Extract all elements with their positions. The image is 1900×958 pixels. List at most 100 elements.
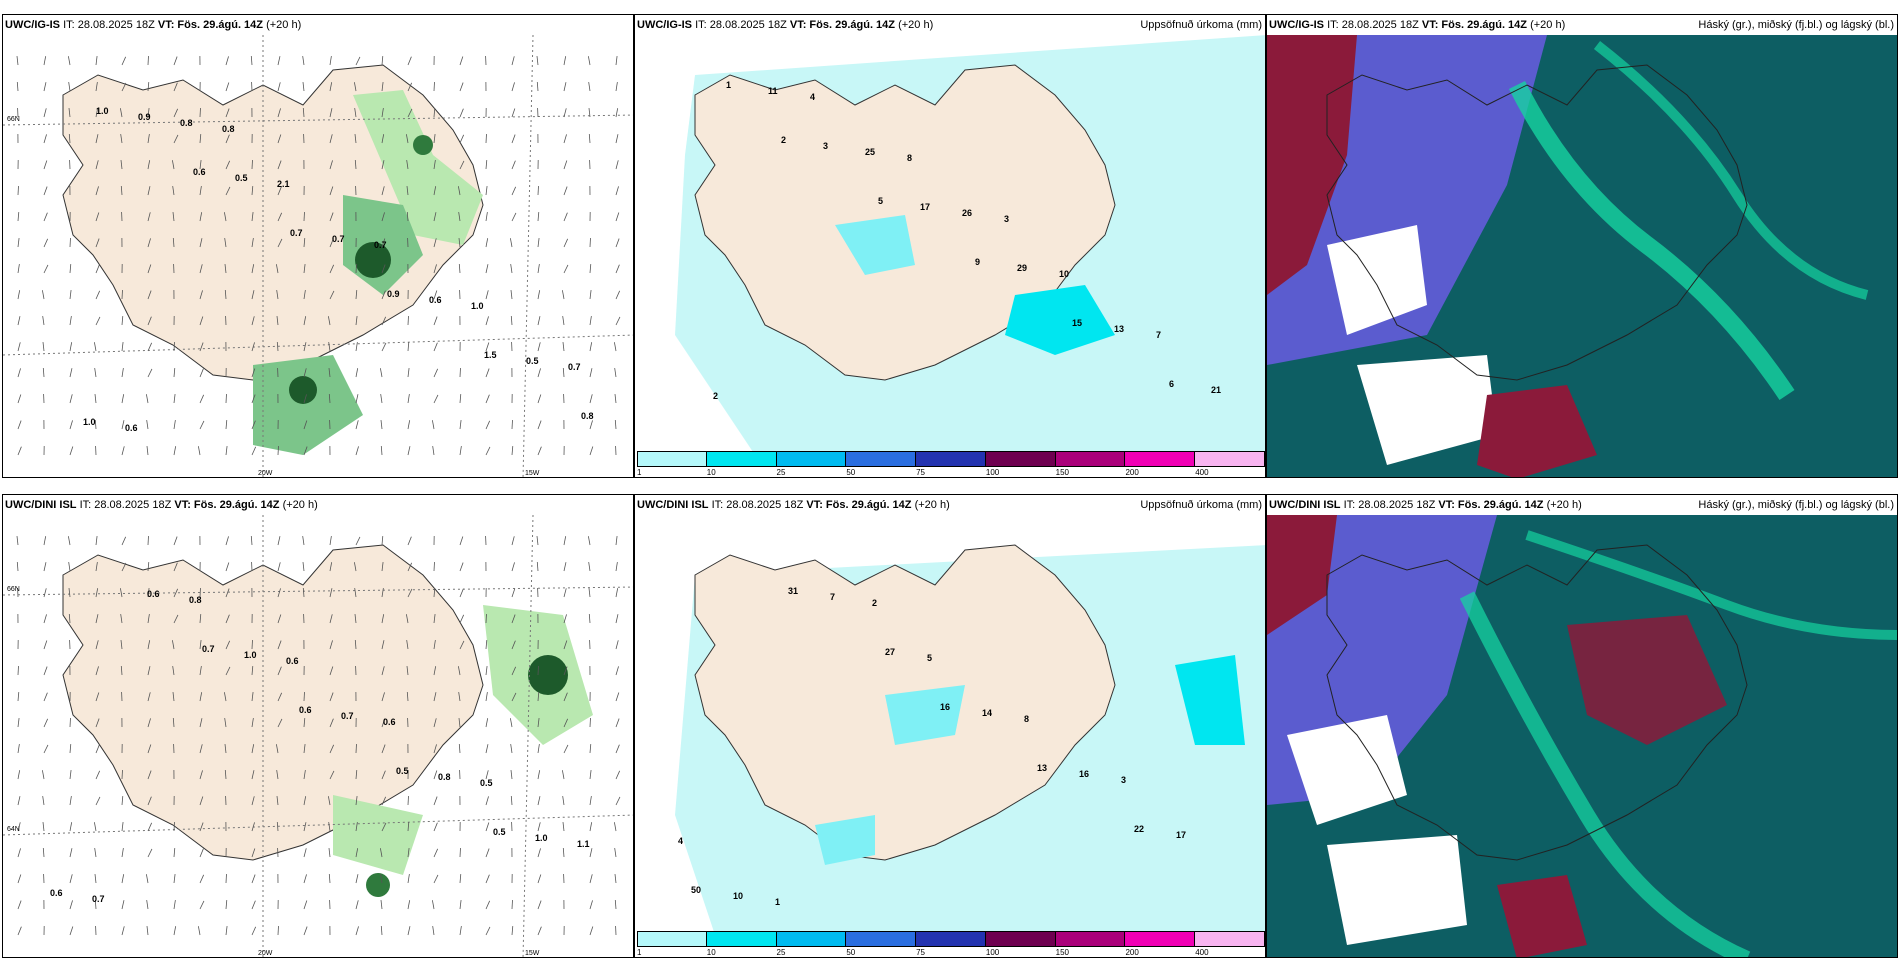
wind-barb bbox=[146, 394, 148, 403]
wind-barb bbox=[563, 822, 564, 831]
wind-barb bbox=[590, 744, 591, 753]
wind-barb bbox=[486, 796, 489, 805]
value-label: 0.6 bbox=[50, 888, 63, 898]
wind-barb bbox=[614, 822, 616, 831]
wind-barb bbox=[122, 57, 126, 65]
wind-barb bbox=[381, 394, 382, 403]
wind-barb bbox=[226, 82, 229, 91]
wind-barb bbox=[616, 771, 620, 779]
wind-barb bbox=[408, 342, 409, 351]
wind-barb bbox=[460, 446, 461, 455]
value-label: 26 bbox=[962, 208, 972, 218]
wind-barb bbox=[616, 588, 618, 597]
wind-barb bbox=[408, 420, 410, 429]
colorbar-tick: 25 bbox=[777, 948, 786, 957]
value-label: 8 bbox=[1024, 714, 1029, 724]
panel-header: UWC/IG-IS IT: 28.08.2025 18Z VT: Fös. 29… bbox=[3, 15, 633, 35]
valid-time-label: VT: bbox=[1438, 499, 1455, 511]
wind-barb bbox=[616, 536, 617, 545]
wind-barb bbox=[122, 874, 124, 883]
wind-barb bbox=[433, 446, 434, 455]
valid-time-label: VT: bbox=[174, 499, 191, 511]
wind-barb bbox=[486, 744, 488, 753]
wind-barb bbox=[174, 446, 176, 455]
wind-barb bbox=[18, 744, 19, 753]
panel-clouds-igis: UWC/IG-IS IT: 28.08.2025 18Z VT: Fös. 29… bbox=[1266, 14, 1898, 478]
wind-barb bbox=[616, 745, 619, 753]
value-label: 2 bbox=[781, 135, 786, 145]
wind-barb bbox=[486, 316, 489, 325]
lead-time: (+20 h) bbox=[266, 19, 301, 31]
wind-barb bbox=[70, 316, 71, 325]
wind-barb bbox=[537, 82, 538, 91]
wind-barb bbox=[538, 744, 539, 753]
value-label: 13 bbox=[1037, 763, 1047, 773]
panel-field-title: Háský (gr.), miðský (fj.bl.) og lágský (… bbox=[1698, 495, 1894, 515]
value-label: 0.6 bbox=[286, 656, 299, 666]
wind-barb bbox=[122, 900, 124, 909]
wind-barb bbox=[486, 822, 489, 831]
wind-barb bbox=[200, 849, 203, 857]
wind-barb bbox=[70, 822, 72, 831]
wind-barb bbox=[43, 368, 44, 377]
wind-barb bbox=[564, 265, 568, 273]
value-label: 5 bbox=[878, 196, 883, 206]
wind-barb bbox=[511, 796, 512, 805]
wind-barb bbox=[18, 421, 21, 429]
clear-sky bbox=[1327, 835, 1467, 945]
wind-barb bbox=[460, 109, 463, 117]
wind-barb bbox=[44, 693, 47, 701]
wind-map-svg: 0.70.60.50.50.60.61.00.70.81.00.70.80.60… bbox=[3, 515, 634, 958]
valid-time: Fös. 29.ágú. 14Z bbox=[1441, 19, 1527, 31]
wind-barb bbox=[44, 134, 47, 143]
wind-barb bbox=[18, 238, 19, 247]
wind-barb bbox=[356, 368, 358, 377]
wind-barb bbox=[226, 446, 227, 455]
colorbar-tick: 200 bbox=[1125, 948, 1138, 957]
wind-barb bbox=[44, 160, 47, 169]
wind-barb bbox=[96, 536, 97, 545]
wind-barb bbox=[615, 368, 616, 377]
wind-barb bbox=[198, 446, 200, 455]
wind-barb bbox=[122, 926, 124, 935]
wind-barb bbox=[486, 718, 488, 727]
value-label: 1.0 bbox=[471, 301, 484, 311]
wind-barb bbox=[538, 874, 541, 883]
wind-barb bbox=[226, 562, 229, 571]
wind-barb bbox=[512, 108, 515, 117]
wind-barb bbox=[382, 343, 386, 351]
wind-barb bbox=[460, 589, 463, 597]
wind-barb bbox=[460, 874, 461, 883]
wind-barb bbox=[590, 796, 591, 805]
lon-label: 15W bbox=[525, 950, 540, 957]
value-label: 1.0 bbox=[83, 417, 96, 427]
wind-barb bbox=[588, 56, 590, 65]
wind-barb bbox=[304, 900, 307, 909]
wind-barb bbox=[459, 264, 460, 273]
value-label: 0.6 bbox=[193, 167, 206, 177]
wind-barb bbox=[17, 536, 18, 545]
wind-barb bbox=[252, 447, 256, 455]
value-label: 10 bbox=[1059, 269, 1069, 279]
value-label: 6 bbox=[1169, 379, 1174, 389]
wind-barb bbox=[70, 446, 73, 455]
value-label: 11 bbox=[768, 86, 778, 96]
wind-barb bbox=[512, 536, 514, 545]
wind-barb bbox=[94, 822, 96, 831]
wind-barb bbox=[252, 901, 255, 909]
wind-barb bbox=[563, 342, 564, 351]
wind-barb bbox=[44, 667, 47, 675]
wind-barb bbox=[44, 562, 46, 571]
wind-barb bbox=[511, 744, 512, 753]
wind-barb bbox=[17, 56, 18, 65]
wind-barb bbox=[510, 718, 512, 727]
wind-barb bbox=[304, 927, 307, 935]
wind-barb bbox=[18, 316, 20, 325]
colorbar-tick: 75 bbox=[916, 468, 925, 477]
wind-barb bbox=[616, 640, 618, 649]
wind-barb bbox=[122, 446, 124, 455]
model-name: UWC/DINI ISL bbox=[637, 499, 709, 511]
value-label: 0.5 bbox=[493, 827, 506, 837]
wind-barb bbox=[146, 874, 148, 883]
